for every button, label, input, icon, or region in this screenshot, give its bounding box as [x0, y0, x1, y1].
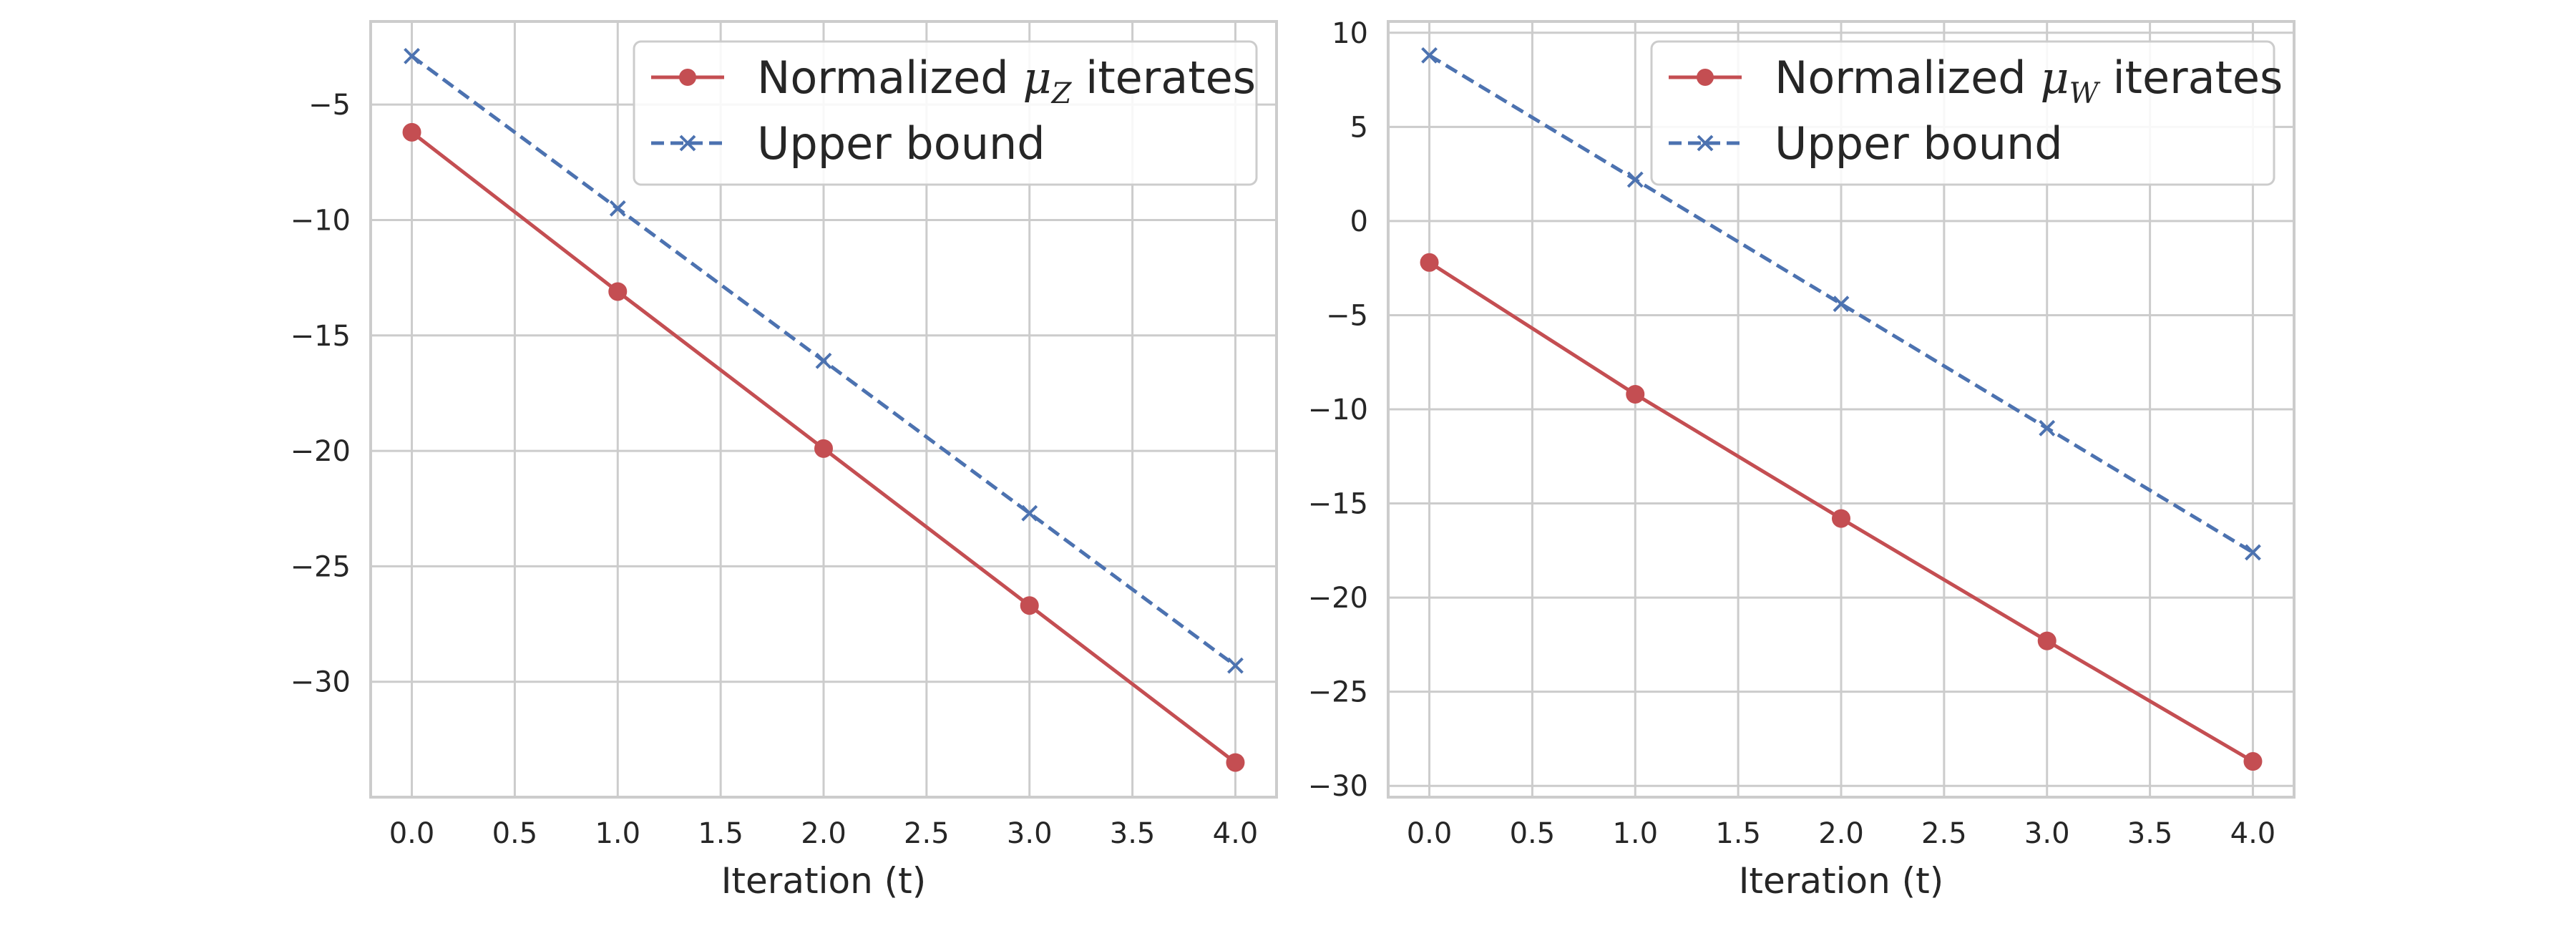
data-point: [1227, 657, 1244, 674]
legend-label-symbol: μ: [1023, 52, 1051, 104]
data-point: [2243, 752, 2263, 771]
data-point: [1421, 47, 1438, 64]
x-tick-label: 3.0: [1007, 817, 1053, 850]
x-tick-label: 2.5: [1921, 817, 1967, 850]
legend-label-suffix: iterates: [1071, 52, 1256, 104]
y-tick-label: −10: [291, 204, 351, 237]
legend-label-suffix: iterates: [2099, 52, 2283, 104]
legend-marker: [1697, 69, 1714, 86]
data-point: [1833, 296, 1850, 313]
y-tick-label: 10: [1332, 17, 1368, 50]
x-tick-label: 4.0: [1213, 817, 1259, 850]
legend-label-symbol: μ: [2040, 52, 2069, 104]
x-tick-label: 0.0: [389, 817, 435, 850]
data-point: [2039, 419, 2056, 437]
y-tick-label: −5: [308, 89, 351, 122]
legend-label-subscript: Z: [1050, 77, 1073, 110]
plot-frame: [369, 20, 1278, 799]
data-point: [404, 47, 420, 64]
data-point: [1226, 753, 1245, 772]
right-chart-panel: 0.0 0.5 1.0 1.5 2.0 2.5 3.0 3.5 4.0 10 5 0 −5 −10 −15 −…: [1308, 17, 2296, 902]
legend: Normalized μZ iterates Upper bound: [633, 40, 1258, 186]
data-point: [1626, 171, 1644, 188]
x-tick-label: 1.5: [698, 817, 743, 850]
legend-marker: [1697, 135, 1714, 152]
x-tick-label: 3.5: [1110, 817, 1156, 850]
data-point: [1020, 596, 1039, 615]
y-tick-label: −20: [1308, 582, 1368, 615]
data-point: [1420, 253, 1439, 272]
data-point: [608, 282, 628, 301]
legend-marker: [679, 135, 696, 152]
y-tick-label: −30: [1308, 770, 1368, 803]
y-tick-label: −15: [291, 320, 351, 353]
x-tick-label: 1.5: [1715, 817, 1761, 850]
x-tick-label: 3.5: [2127, 817, 2173, 850]
data-point: [609, 200, 626, 217]
data-point: [815, 352, 832, 369]
x-tick-label: 2.0: [801, 817, 847, 850]
y-tick-label: −30: [291, 666, 351, 699]
legend-label: Normalized μZ iterates: [757, 52, 1256, 110]
data-point: [814, 439, 833, 458]
legend-label-subscript: W: [2069, 77, 2101, 110]
y-tick-label: 0: [1350, 205, 1368, 238]
data-point: [1832, 509, 1850, 528]
x-tick-label: 1.0: [1612, 817, 1658, 850]
x-tick-label: 3.0: [2024, 817, 2070, 850]
y-tick-label: −10: [1308, 394, 1368, 426]
x-tick-label: 0.5: [492, 817, 538, 850]
legend-box: [1650, 40, 2275, 186]
y-tick-label: −20: [291, 435, 351, 468]
x-tick-label: 4.0: [2230, 817, 2276, 850]
x-tick-label: 0.0: [1407, 817, 1453, 850]
x-axis-title: Iteration (t): [721, 860, 927, 902]
x-tick-label: 2.5: [904, 817, 950, 850]
y-tick-label: −5: [1326, 299, 1368, 332]
y-tick-label: 5: [1350, 111, 1368, 144]
legend-label-prefix: Normalized: [1775, 52, 2040, 104]
legend-marker: [679, 69, 696, 86]
legend-label: Normalized μW iterates: [1775, 52, 2283, 110]
plot-frame: [1387, 20, 2296, 799]
series-line-upper-bound: [1428, 54, 2254, 555]
y-tick-label: −15: [1308, 488, 1368, 521]
legend-label-prefix: Normalized: [757, 52, 1023, 104]
x-tick-label: 0.5: [1510, 817, 1556, 850]
data-point: [2245, 544, 2261, 561]
data-point: [2037, 631, 2057, 650]
legend-box: [633, 40, 1258, 186]
data-point: [1626, 384, 1645, 404]
x-axis-title: Iteration (t): [1739, 860, 1944, 902]
y-tick-label: −25: [1308, 676, 1368, 709]
left-chart-panel: 0.0 0.5 1.0 1.5 2.0 2.5 3.0 3.5 4.0 −5 −10 −15 −20 −2…: [291, 20, 1278, 902]
data-point: [402, 122, 421, 142]
legend-label: Upper bound: [757, 117, 1045, 170]
x-tick-label: 2.0: [1818, 817, 1864, 850]
y-tick-label: −25: [291, 550, 351, 583]
data-point: [1021, 504, 1038, 522]
legend: Normalized μW iterates Upper bound: [1650, 40, 2283, 186]
x-tick-label: 1.0: [595, 817, 640, 850]
legend-label: Upper bound: [1775, 117, 2063, 170]
